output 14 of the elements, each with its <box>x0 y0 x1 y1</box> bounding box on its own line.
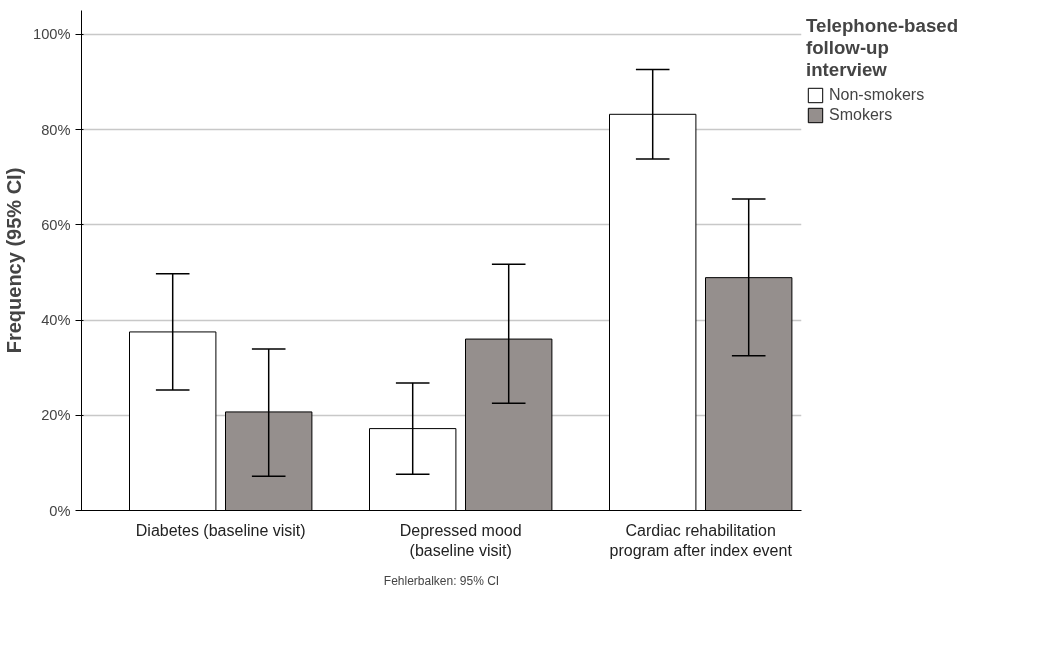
y-tick-label: 40% <box>41 312 71 329</box>
y-tick-label: 100% <box>33 26 71 43</box>
y-tick-label: 60% <box>41 216 71 233</box>
x-tick-label: Cardiac rehabilitation program after index event <box>609 521 793 559</box>
y-tick-label: 20% <box>41 407 71 424</box>
x-tick-label: Diabetes (baseline visit) <box>135 521 306 539</box>
y-tick-label: 80% <box>41 121 71 138</box>
legend-label: Non-smokers <box>829 86 925 104</box>
text: Fehlerbalken: 95% CI <box>383 573 500 588</box>
y-axis-title: Frequency (95% CI) <box>3 167 26 354</box>
legend-label: Smokers <box>829 106 893 124</box>
y-tick-label: 0% <box>49 502 71 519</box>
x-tick-label: Depressed mood (baseline visit) <box>399 521 522 559</box>
legend-title: Telephone-based follow-up interview <box>806 15 959 81</box>
